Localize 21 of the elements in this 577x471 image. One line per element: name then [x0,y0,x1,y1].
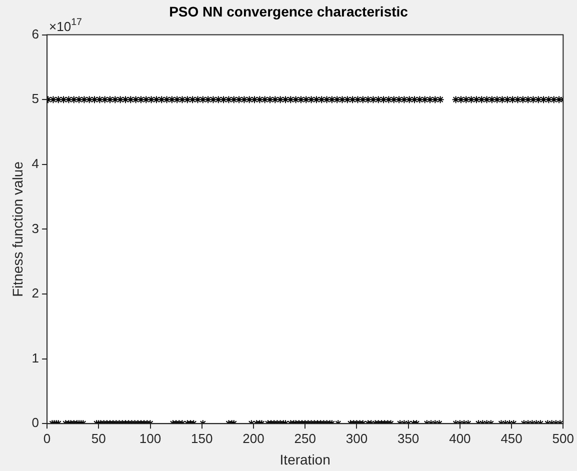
y-axis-title: Fitness function value [9,161,26,297]
y-tick-label: 2 [32,286,40,301]
x-tick-label: 50 [91,430,106,446]
x-tick-label: 100 [139,430,162,446]
x-tick-label: 150 [191,430,213,446]
x-tick-label: 0 [43,430,51,446]
x-tick-label: 350 [397,430,420,446]
y-tick-label: 3 [32,220,40,236]
y-tick-label: 0 [32,415,40,430]
x-tick-label: 500 [552,430,574,446]
chart-title: PSO NN convergence characteristic [169,3,408,20]
x-tick-label: 400 [449,430,471,446]
x-tick-label: 250 [294,430,316,446]
y-tick-label: 1 [32,350,40,366]
x-tick-label: 450 [500,430,522,446]
y-tick-label: 6 [32,26,40,42]
x-tick-label: 300 [346,430,368,446]
x-tick-label: 200 [242,430,264,446]
x-axis-title: Iteration [280,451,330,468]
y-tick-label: 5 [32,91,40,106]
y-tick-label: 4 [32,156,40,171]
